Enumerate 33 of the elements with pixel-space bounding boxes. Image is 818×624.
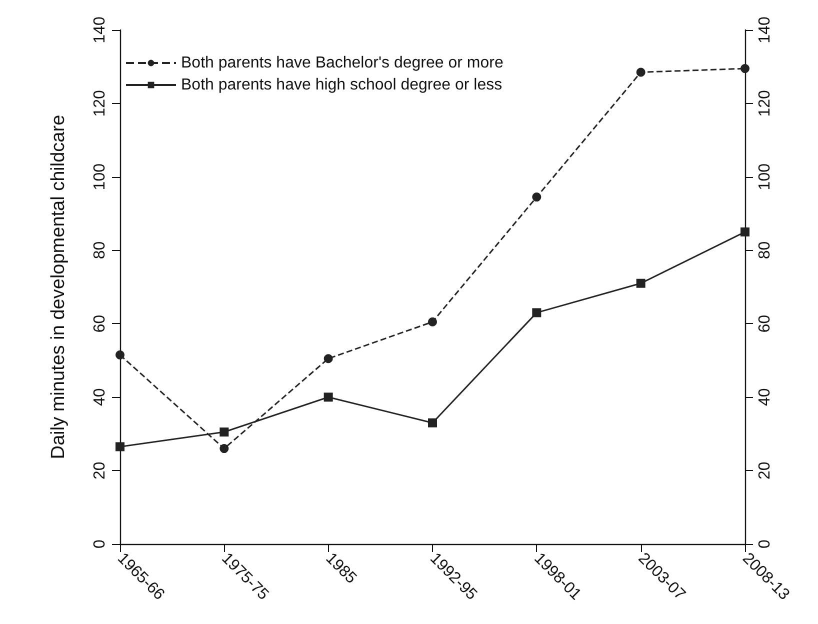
y-tick-label: 80 bbox=[92, 241, 108, 260]
y2-tick-label: 80 bbox=[756, 241, 774, 260]
point bbox=[636, 278, 646, 288]
point bbox=[740, 64, 750, 74]
point bbox=[532, 308, 542, 318]
y2-tick-label: 60 bbox=[756, 314, 774, 333]
y-tick-label: 40 bbox=[92, 388, 108, 406]
point bbox=[324, 354, 333, 364]
y2-tick-label: 120 bbox=[756, 90, 774, 117]
y2-tick-label: 20 bbox=[756, 462, 774, 480]
point bbox=[324, 392, 333, 402]
point bbox=[116, 442, 124, 452]
y2-tick-label: 100 bbox=[756, 163, 774, 190]
y-tick-label: 60 bbox=[92, 314, 108, 333]
y2-tick-label: 40 bbox=[756, 388, 774, 406]
y2-tick-label: 0 bbox=[756, 539, 774, 548]
point bbox=[636, 68, 646, 77]
y-tick-label: 20 bbox=[92, 462, 108, 480]
y-tick-label: 140 bbox=[92, 16, 108, 44]
y-tick-label: 120 bbox=[92, 90, 108, 117]
y-tick-label: 100 bbox=[92, 163, 108, 190]
point bbox=[532, 192, 542, 202]
point bbox=[116, 350, 124, 360]
point bbox=[220, 444, 229, 454]
y2-tick-label: 140 bbox=[756, 16, 774, 44]
point bbox=[428, 317, 437, 326]
y-tick-label: 0 bbox=[92, 539, 108, 548]
y-axis-title: Daily minutes in developmental childcare bbox=[48, 114, 69, 460]
point bbox=[740, 227, 750, 236]
point bbox=[220, 428, 229, 437]
legend-label: Both parents have Bachelor's degree or more bbox=[181, 54, 504, 72]
legend-label: Both parents have high school degree or less bbox=[181, 76, 502, 94]
point bbox=[428, 418, 437, 428]
